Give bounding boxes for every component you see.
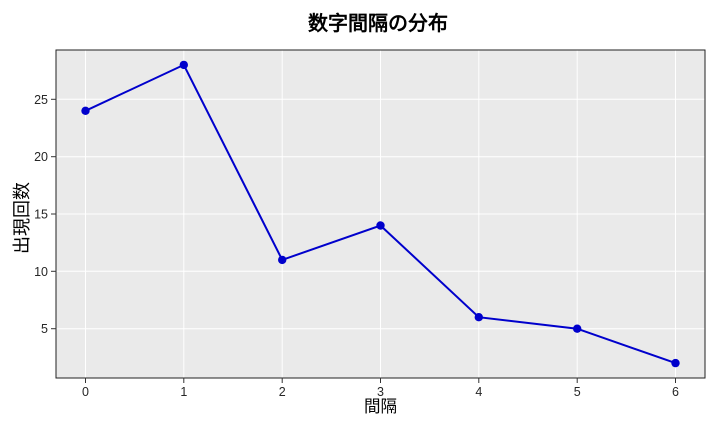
svg-text:0: 0 <box>82 385 89 399</box>
svg-text:1: 1 <box>180 385 187 399</box>
svg-text:10: 10 <box>34 265 48 279</box>
svg-text:間隔: 間隔 <box>364 397 397 416</box>
svg-text:25: 25 <box>34 93 48 107</box>
svg-text:20: 20 <box>34 150 48 164</box>
svg-text:出現回数: 出現回数 <box>12 182 32 254</box>
svg-text:15: 15 <box>34 208 48 222</box>
svg-text:5: 5 <box>41 322 48 336</box>
svg-text:6: 6 <box>672 385 679 399</box>
svg-text:数字間隔の分布: 数字間隔の分布 <box>308 11 448 35</box>
svg-text:5: 5 <box>574 385 581 399</box>
svg-text:4: 4 <box>475 385 482 399</box>
svg-text:2: 2 <box>279 385 286 399</box>
svg-text:3: 3 <box>377 385 384 399</box>
